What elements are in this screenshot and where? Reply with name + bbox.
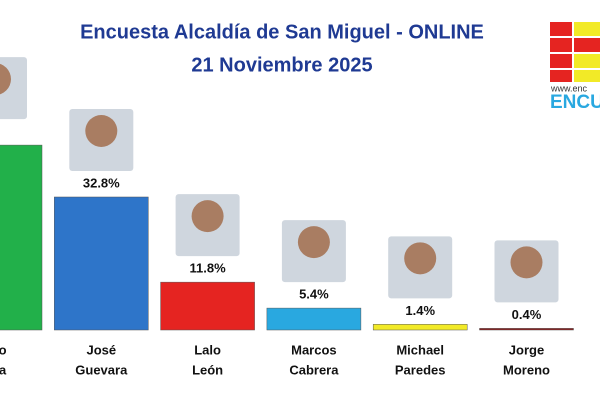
x-tick-label: cho (0, 342, 7, 357)
x-tick-label: Guevara (75, 362, 128, 377)
chart-title: Encuesta Alcaldía de San Miguel - ONLINE (80, 21, 484, 43)
candidate-face (85, 114, 118, 147)
logo-block (574, 38, 600, 52)
logo-name: ENCU (550, 92, 600, 113)
candidate-face (0, 63, 11, 95)
candidate-face (404, 242, 437, 275)
value-label: 32.8% (83, 175, 120, 190)
x-tick-label: Cabrera (289, 362, 339, 377)
value-label: 0.4% (512, 307, 542, 322)
bar (266, 307, 362, 331)
logo-block (574, 54, 600, 68)
x-tick-label: Paredes (395, 362, 446, 377)
x-tick-label: Lalo (194, 342, 221, 357)
logo-block (550, 54, 572, 68)
bar (54, 196, 149, 331)
candidate-face (297, 226, 330, 259)
candidate-face (510, 246, 543, 279)
logo-block (550, 38, 572, 52)
x-tick-label: Jorge (509, 342, 544, 357)
value-label: 11.8% (190, 261, 227, 276)
bar (0, 144, 43, 331)
bar (160, 281, 255, 331)
logo-url: www.enc (550, 83, 588, 93)
x-tick-label: León (192, 362, 223, 377)
value-label: 1.4% (405, 303, 435, 318)
candidate-face (191, 200, 224, 233)
logo-block (550, 70, 572, 82)
x-tick-label: Moreno (503, 362, 550, 377)
x-tick-label: leta (0, 362, 7, 377)
x-tick-label: José (86, 342, 116, 357)
x-tick-label: Michael (396, 342, 444, 357)
x-tick-label: Marcos (291, 342, 337, 357)
logo-block (574, 22, 600, 36)
chart-subtitle: 21 Noviembre 2025 (191, 54, 372, 76)
logo-block (574, 70, 600, 82)
bar (372, 324, 468, 331)
logo: www.enc ENCU (550, 22, 600, 113)
value-label: 5.4% (299, 287, 329, 302)
bar (479, 328, 574, 331)
logo-block (550, 22, 572, 36)
